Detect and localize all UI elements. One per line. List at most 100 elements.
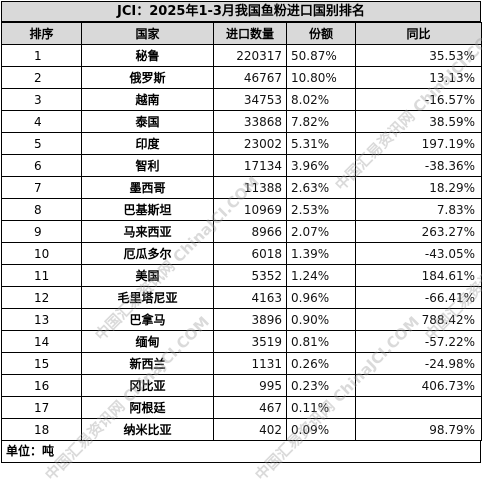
yoy-cell: -66.41% xyxy=(355,286,482,309)
country-cell: 巴拿马 xyxy=(81,308,214,331)
import-qty-cell: 10969 xyxy=(213,198,287,221)
import-qty-cell: 3519 xyxy=(213,330,287,353)
country-cell: 美国 xyxy=(81,264,214,287)
header-rank: 排序 xyxy=(1,22,82,45)
table-row: 17 阿根廷 467 0.11% xyxy=(1,396,482,419)
table-row: 11 美国 5352 1.24% 184.61% xyxy=(1,264,482,287)
table-row: 13 巴拿马 3896 0.90% 788.42% xyxy=(1,308,482,331)
share-cell: 5.31% xyxy=(286,132,356,155)
country-cell: 印度 xyxy=(81,132,214,155)
rank-cell: 6 xyxy=(1,154,82,177)
import-qty-cell: 17134 xyxy=(213,154,287,177)
import-qty-cell: 1131 xyxy=(213,352,287,375)
header-country: 国家 xyxy=(81,22,214,45)
table-row: 15 新西兰 1131 0.26% -24.98% xyxy=(1,352,482,375)
import-qty-cell: 995 xyxy=(213,374,287,397)
rank-cell: 2 xyxy=(1,66,82,89)
yoy-cell: 263.27% xyxy=(355,220,482,243)
share-cell: 0.96% xyxy=(286,286,356,309)
share-cell: 1.39% xyxy=(286,242,356,265)
table-row: 4 泰国 33868 7.82% 38.59% xyxy=(1,110,482,133)
rank-cell: 18 xyxy=(1,418,82,441)
header-import-qty: 进口数量 xyxy=(213,22,287,45)
rank-cell: 17 xyxy=(1,396,82,419)
table-row: 14 缅甸 3519 0.81% -57.22% xyxy=(1,330,482,353)
country-cell: 马来西亚 xyxy=(81,220,214,243)
share-cell: 0.11% xyxy=(286,396,356,419)
rank-cell: 1 xyxy=(1,44,82,67)
table-row: 7 墨西哥 11388 2.63% 18.29% xyxy=(1,176,482,199)
rank-cell: 7 xyxy=(1,176,82,199)
rank-cell: 13 xyxy=(1,308,82,331)
yoy-cell xyxy=(355,396,482,419)
share-cell: 7.82% xyxy=(286,110,356,133)
country-cell: 越南 xyxy=(81,88,214,111)
report-table-container: JCI：2025年1-3月我国鱼粉进口国别排名 排序 国家 进口数量 份额 同比… xyxy=(1,1,482,463)
rank-cell: 5 xyxy=(1,132,82,155)
share-cell: 2.07% xyxy=(286,220,356,243)
share-cell: 0.90% xyxy=(286,308,356,331)
rank-cell: 8 xyxy=(1,198,82,221)
country-cell: 俄罗斯 xyxy=(81,66,214,89)
yoy-cell: -57.22% xyxy=(355,330,482,353)
import-qty-cell: 4163 xyxy=(213,286,287,309)
yoy-cell: 35.53% xyxy=(355,44,482,67)
import-qty-cell: 23002 xyxy=(213,132,287,155)
country-cell: 秘鲁 xyxy=(81,44,214,67)
rank-cell: 12 xyxy=(1,286,82,309)
import-qty-cell: 6018 xyxy=(213,242,287,265)
share-cell: 0.23% xyxy=(286,374,356,397)
table-title: JCI：2025年1-3月我国鱼粉进口国别排名 xyxy=(1,1,481,22)
rank-cell: 9 xyxy=(1,220,82,243)
unit-label: 单位：吨 xyxy=(1,441,481,463)
yoy-cell: 788.42% xyxy=(355,308,482,331)
yoy-cell: 197.19% xyxy=(355,132,482,155)
yoy-cell: -16.57% xyxy=(355,88,482,111)
rank-cell: 3 xyxy=(1,88,82,111)
table-row: 9 马来西亚 8966 2.07% 263.27% xyxy=(1,220,482,243)
table-row: 16 冈比亚 995 0.23% 406.73% xyxy=(1,374,482,397)
yoy-cell: 13.13% xyxy=(355,66,482,89)
country-cell: 毛里塔尼亚 xyxy=(81,286,214,309)
import-qty-cell: 8966 xyxy=(213,220,287,243)
share-cell: 2.53% xyxy=(286,198,356,221)
rank-cell: 11 xyxy=(1,264,82,287)
header-yoy: 同比 xyxy=(355,22,482,45)
yoy-cell: 7.83% xyxy=(355,198,482,221)
import-qty-cell: 46767 xyxy=(213,66,287,89)
table-row: 6 智利 17134 3.96% -38.36% xyxy=(1,154,482,177)
yoy-cell: 18.29% xyxy=(355,176,482,199)
table-row: 2 俄罗斯 46767 10.80% 13.13% xyxy=(1,66,482,89)
yoy-cell: 406.73% xyxy=(355,374,482,397)
import-qty-cell: 5352 xyxy=(213,264,287,287)
table-row: 10 厄瓜多尔 6018 1.39% -43.05% xyxy=(1,242,482,265)
yoy-cell: 184.61% xyxy=(355,264,482,287)
yoy-cell: -43.05% xyxy=(355,242,482,265)
country-cell: 新西兰 xyxy=(81,352,214,375)
share-cell: 8.02% xyxy=(286,88,356,111)
country-cell: 厄瓜多尔 xyxy=(81,242,214,265)
country-cell: 缅甸 xyxy=(81,330,214,353)
yoy-cell: 98.79% xyxy=(355,418,482,441)
import-qty-cell: 220317 xyxy=(213,44,287,67)
share-cell: 50.87% xyxy=(286,44,356,67)
yoy-cell: -38.36% xyxy=(355,154,482,177)
import-qty-cell: 33868 xyxy=(213,110,287,133)
rank-cell: 15 xyxy=(1,352,82,375)
country-cell: 冈比亚 xyxy=(81,374,214,397)
table-row: 3 越南 34753 8.02% -16.57% xyxy=(1,88,482,111)
ranking-table: 排序 国家 进口数量 份额 同比 1 秘鲁 220317 50.87% 35.53% 2 俄… xyxy=(1,22,482,441)
yoy-cell: 38.59% xyxy=(355,110,482,133)
rank-cell: 14 xyxy=(1,330,82,353)
country-cell: 纳米比亚 xyxy=(81,418,214,441)
import-qty-cell: 3896 xyxy=(213,308,287,331)
import-qty-cell: 402 xyxy=(213,418,287,441)
import-qty-cell: 467 xyxy=(213,396,287,419)
rank-cell: 4 xyxy=(1,110,82,133)
table-row: 12 毛里塔尼亚 4163 0.96% -66.41% xyxy=(1,286,482,309)
rank-cell: 16 xyxy=(1,374,82,397)
import-qty-cell: 34753 xyxy=(213,88,287,111)
table-row: 18 纳米比亚 402 0.09% 98.79% xyxy=(1,418,482,441)
table-row: 1 秘鲁 220317 50.87% 35.53% xyxy=(1,44,482,67)
country-cell: 泰国 xyxy=(81,110,214,133)
